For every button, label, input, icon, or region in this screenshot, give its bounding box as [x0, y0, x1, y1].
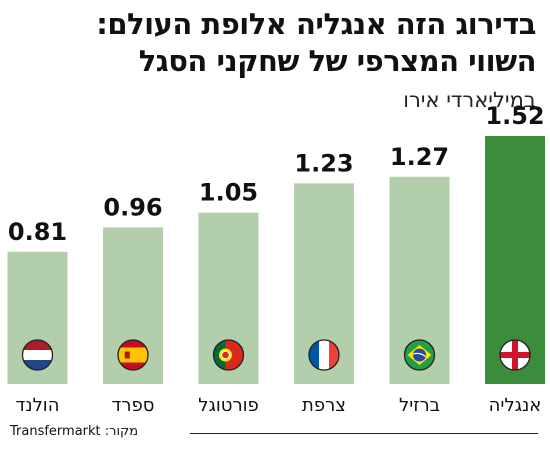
france-flag-icon — [309, 340, 339, 370]
spain-flag-icon — [118, 340, 148, 370]
category-label: ברזיל — [399, 395, 440, 416]
category-label: אנגליה — [489, 395, 542, 416]
category-label: פורטוגל — [198, 395, 259, 416]
flag-outline — [212, 339, 245, 371]
bar-value-label: 1.27 — [390, 143, 449, 171]
bar-value-label: 0.81 — [8, 218, 67, 246]
category-label: ספרד — [112, 395, 155, 416]
bar-value-label: 1.05 — [199, 179, 258, 207]
bar-value-label: 1.52 — [485, 102, 544, 130]
chart-title: בדירוג הזה אנגליה אלופת העולם: השווי המצ… — [6, 6, 536, 80]
chart-title-line-2: השווי המצרפי של שחקני הסגל — [138, 44, 537, 78]
chart-title-line-1: בדירוג הזה אנגליה אלופת העולם: — [96, 7, 536, 41]
flag-outline — [499, 339, 531, 371]
category-label: צרפת — [302, 395, 346, 416]
flag-outline — [21, 339, 54, 371]
source-note: מקור: Transfermarkt — [10, 424, 139, 439]
bar-value-label: 0.96 — [103, 193, 162, 221]
source-divider — [190, 433, 538, 434]
portugal-flag-icon — [213, 340, 244, 370]
england-flag-icon — [500, 340, 530, 370]
netherlands-flag-icon — [22, 340, 53, 370]
category-label: הולנד — [16, 395, 60, 416]
flag-outline — [403, 339, 436, 371]
flag-outline — [117, 339, 149, 371]
bar-value-label: 1.23 — [294, 149, 353, 177]
chart-subtitle: במיליארדי אירו — [403, 88, 536, 112]
flag-outline — [308, 339, 340, 371]
brazil-flag-icon — [404, 340, 435, 370]
